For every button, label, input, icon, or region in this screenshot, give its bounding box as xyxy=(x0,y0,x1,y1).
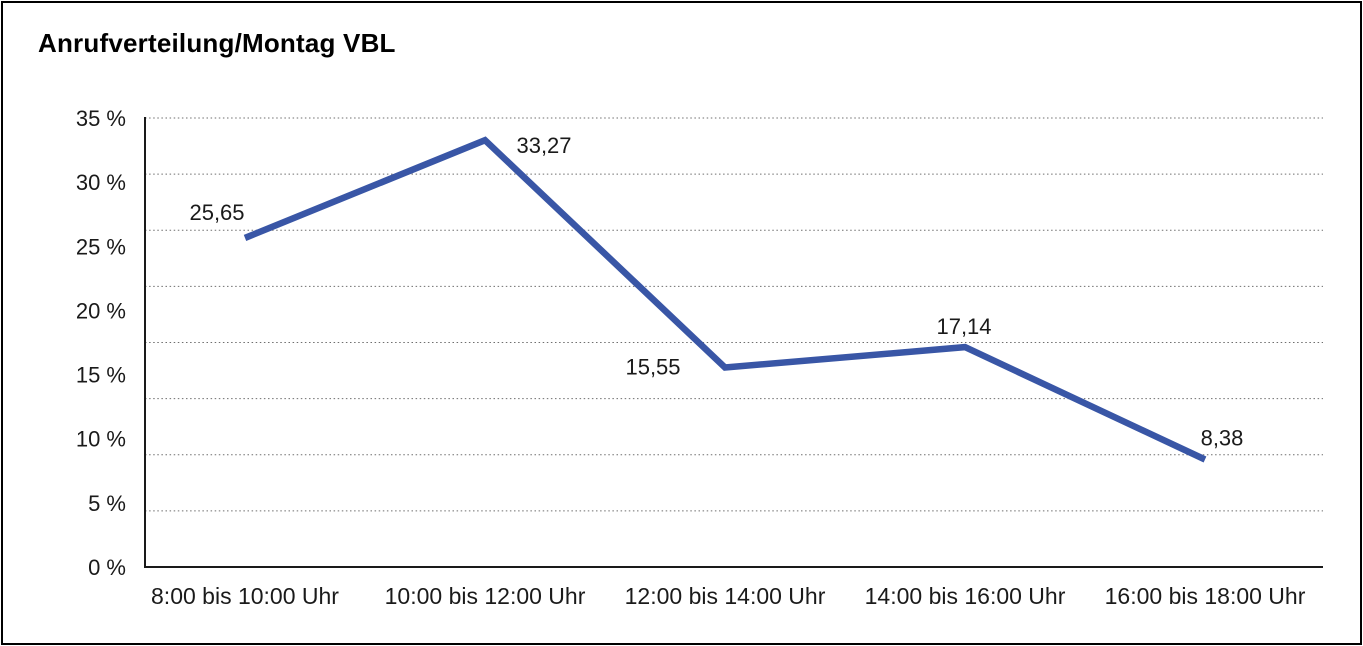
data-point-label: 33,27 xyxy=(516,133,571,158)
data-line xyxy=(243,136,1207,463)
y-tick-label: 25 % xyxy=(76,234,126,259)
x-category-label: 10:00 bis 12:00 Uhr xyxy=(385,583,586,609)
y-tick-label: 5 % xyxy=(88,491,126,516)
data-point-label: 25,65 xyxy=(189,200,244,225)
x-category-label: 8:00 bis 10:00 Uhr xyxy=(151,583,339,609)
y-tick-label: 15 % xyxy=(76,363,126,388)
chart-title: Anrufverteilung/Montag VBL xyxy=(38,28,396,58)
x-category-label: 14:00 bis 16:00 Uhr xyxy=(865,583,1066,609)
y-tick-label: 10 % xyxy=(76,427,126,452)
data-point-label: 8,38 xyxy=(1201,425,1244,450)
x-category-label: 12:00 bis 14:00 Uhr xyxy=(625,583,826,609)
data-point-label: 17,14 xyxy=(936,314,991,339)
y-tick-label: 35 % xyxy=(76,106,126,131)
y-tick-label: 30 % xyxy=(76,170,126,195)
x-category-label: 16:00 bis 18:00 Uhr xyxy=(1105,583,1306,609)
y-tick-label: 0 % xyxy=(88,555,126,580)
y-tick-label: 20 % xyxy=(76,298,126,323)
data-point-label: 15,55 xyxy=(625,355,680,380)
